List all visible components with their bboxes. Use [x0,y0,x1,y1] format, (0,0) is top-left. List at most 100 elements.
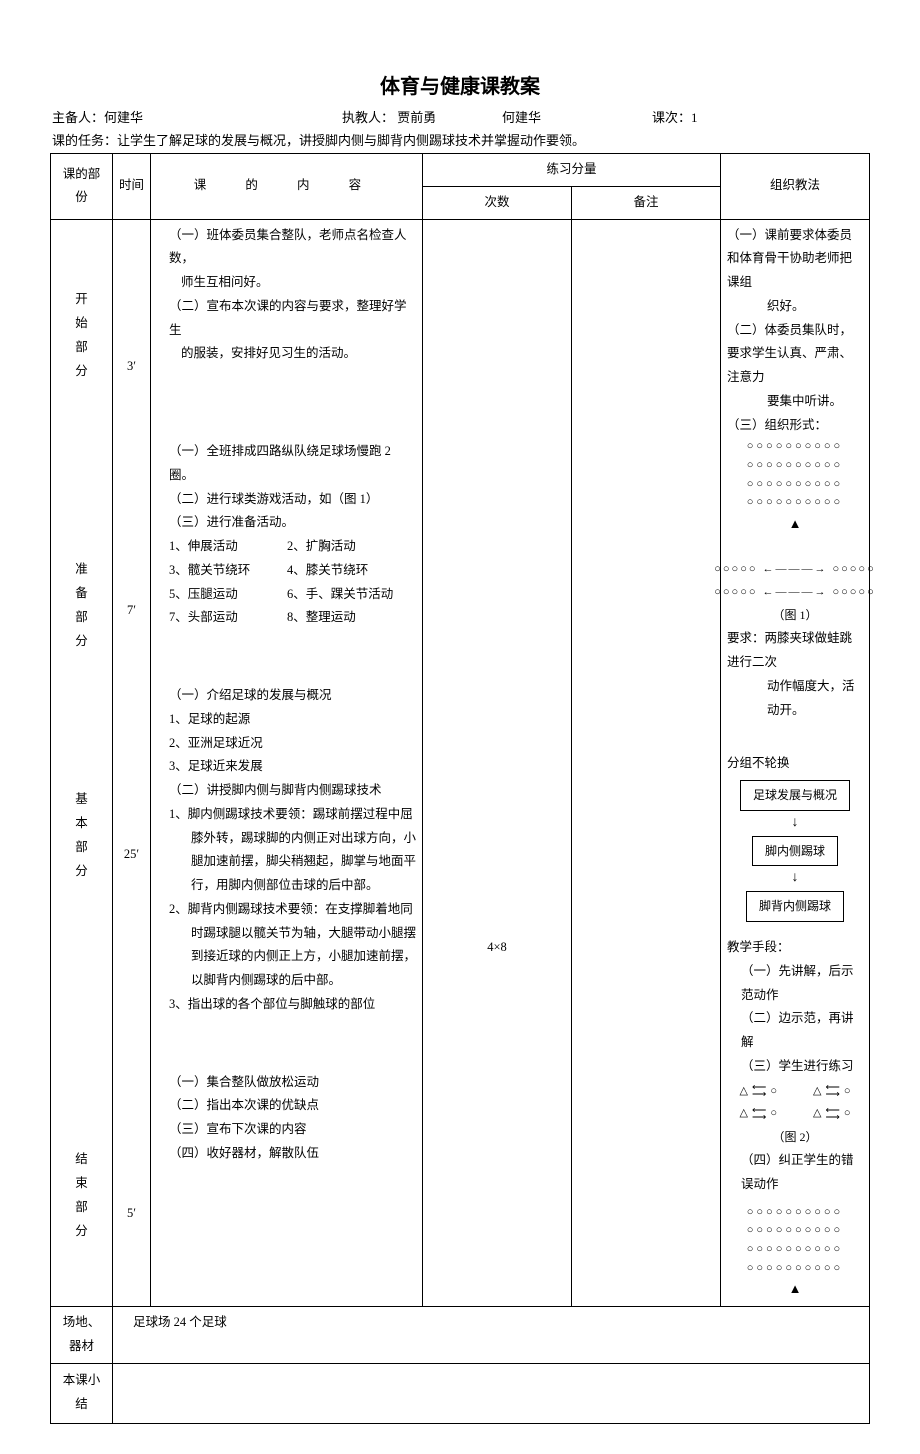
fig2-row: △ ⟵⟶ ○ △ ⟵⟶ ○ [727,1103,863,1124]
th-count: 次数 [423,186,572,219]
content-line: （一）集合整队做放松运动 [157,1071,416,1095]
part-char: 分 [57,1220,106,1244]
part-char: 结 [57,1148,106,1172]
fig2-row: △ ⟵⟶ ○ △ ⟵⟶ ○ [727,1081,863,1102]
formation-diagram: ○○○○○○○○○○ [727,1240,863,1259]
time-end: 5′ [119,1202,144,1226]
teacher1-value: 贾前勇 [397,110,436,125]
content-line: （二）讲授脚内侧与脚背内侧踢球技术 [157,779,416,803]
part-char: 基 [57,788,106,812]
part-char: 分 [57,630,106,654]
teacher-label: 执教人： [342,110,394,125]
content-cell: （一）班体委员集合整队，老师点名检查人数， 师生互相问好。 （二）宣布本次课的内… [151,219,423,1307]
content-line: （二）进行球类游戏活动，如（图 1） [157,488,416,512]
summary-row: 本课小结 [51,1363,870,1423]
th-part: 课的部份 [51,154,113,220]
preparer-label: 主备人： [52,110,104,125]
content-line: （一）全班排成四路纵队绕足球场慢跑 2 圈。 [157,440,416,488]
content-line: 2、亚洲足球近况 [157,732,416,756]
time-prep: 7′ [119,599,144,623]
formation-diagram: ○○○○○○○○○○ [727,1221,863,1240]
content-line: （二）指出本次课的优缺点 [157,1094,416,1118]
teacher-marker: ▲ [727,512,863,537]
content-line: 3、指出球的各个部位与脚触球的部位 [157,993,416,1017]
part-char: 分 [57,860,106,884]
part-char: 准 [57,558,106,582]
content-line: （四）收好器材，解散队伍 [157,1142,416,1166]
exercise-item: 7、头部运动 [157,606,287,630]
teaching-line: （一）先讲解，后示范动作 [727,960,863,1008]
part-char: 束 [57,1172,106,1196]
count-value: 4×8 [429,936,565,960]
fig2-label: （图 2） [727,1126,863,1149]
th-note: 备注 [572,186,721,219]
exercise-item: 3、髋关节绕环 [157,559,287,583]
part-char: 本 [57,812,106,836]
lesson-plan-table: 课的部份 时间 课 的 内 容 练习分量 组织教法 次数 备注 开 始 部 分 … [50,153,870,1424]
flow-arrow-icon: ↓ [727,815,863,832]
part-cells: 开 始 部 分 准 备 部 分 基 本 部 分 结 束 部 分 [51,219,113,1307]
flowchart: 足球发展与概况 [727,780,863,811]
part-char: 分 [57,360,106,384]
fig1-row: ○○○○○←―――→○○○○○ [727,582,863,603]
fig1-label: （图 1） [727,604,863,627]
exercise-item: 8、整理运动 [287,606,356,630]
summary-value [113,1363,870,1423]
part-char: 部 [57,336,106,360]
method-line: （二）体委员集队时，要求学生认真、严肃、注意力 [727,319,863,390]
flow-node: 脚背内侧踢球 [746,891,844,922]
method-line: 要集中听讲。 [727,390,863,414]
fig1-row: ○○○○○←―――→○○○○○ [727,559,863,580]
part-char: 开 [57,288,106,312]
summary-label: 本课小结 [51,1363,113,1423]
content-line: （三）进行准备活动。 [157,511,416,535]
content-line: 师生互相问好。 [157,271,416,295]
flow-arrow-icon: ↓ [727,870,863,887]
equipment-label: 场地、器材 [51,1307,113,1364]
header-row-1: 主备人：何建华 执教人： 贾前勇 何建华 课次：1 [50,107,870,126]
content-line: 的服装，安排好见习生的活动。 [157,342,416,366]
task-label: 课的任务： [52,133,117,148]
th-method: 组织教法 [721,154,870,220]
time-cells: 3′ 7′ 25′ 5′ [113,219,151,1307]
formation-diagram: ○○○○○○○○○○ [727,437,863,456]
part-char: 始 [57,312,106,336]
body-row: 开 始 部 分 准 备 部 分 基 本 部 分 结 束 部 分 [51,219,870,1307]
content-line: （一）班体委员集合整队，老师点名检查人数， [157,224,416,272]
count-cell: 4×8 [423,219,572,1307]
part-char: 备 [57,582,106,606]
content-line: 3、足球近来发展 [157,755,416,779]
method-line: 织好。 [727,295,863,319]
formation-diagram: ○○○○○○○○○○ [727,493,863,512]
lesson-no-label: 课次： [652,110,691,125]
equipment-row: 场地、器材 足球场 24 个足球 [51,1307,870,1364]
part-char: 部 [57,606,106,630]
part-char: 部 [57,1196,106,1220]
requirement-line: 要求：两膝夹球做蛙跳进行二次 [727,627,863,675]
exercise-item: 5、压腿运动 [157,583,287,607]
content-line: （二）宣布本次课的内容与要求，整理好学生 [157,295,416,343]
teaching-label: 教学手段： [727,936,863,960]
formation-diagram: ○○○○○○○○○○ [727,475,863,494]
method-line: （一）课前要求体委员和体育骨干协助老师把课组 [727,224,863,295]
note-cell [572,219,721,1307]
equipment-value: 足球场 24 个足球 [113,1307,870,1364]
group-label: 分组不轮换 [727,752,863,776]
content-line: （三）宣布下次课的内容 [157,1118,416,1142]
exercise-item: 2、扩胸活动 [287,535,356,559]
teaching-line: （三）学生进行练习 [727,1055,863,1079]
formation-diagram: ○○○○○○○○○○ [727,456,863,475]
th-content: 课 的 内 容 [151,154,423,220]
teaching-line: （二）边示范，再讲解 [727,1007,863,1055]
teacher-marker: ▲ [727,1277,863,1302]
content-line: 1、足球的起源 [157,708,416,732]
teacher2-value: 何建华 [502,110,541,125]
part-char: 部 [57,836,106,860]
task-row: 课的任务：让学生了解足球的发展与概况，讲授脚内侧与脚背内侧踢球技术并掌握动作要领… [50,130,870,149]
exercise-item: 4、膝关节绕环 [287,559,368,583]
task-value: 让学生了解足球的发展与概况，讲授脚内侧与脚背内侧踢球技术并掌握动作要领。 [117,133,585,148]
time-main: 25′ [119,843,144,867]
requirement-line: 动作幅度大，活动开。 [727,675,863,723]
method-line: （三）组织形式： [727,414,863,438]
content-paragraph: 2、脚背内侧踢球技术要领：在支撑脚着地同时踢球腿以髋关节为轴，大腿带动小腿摆到接… [157,898,416,993]
